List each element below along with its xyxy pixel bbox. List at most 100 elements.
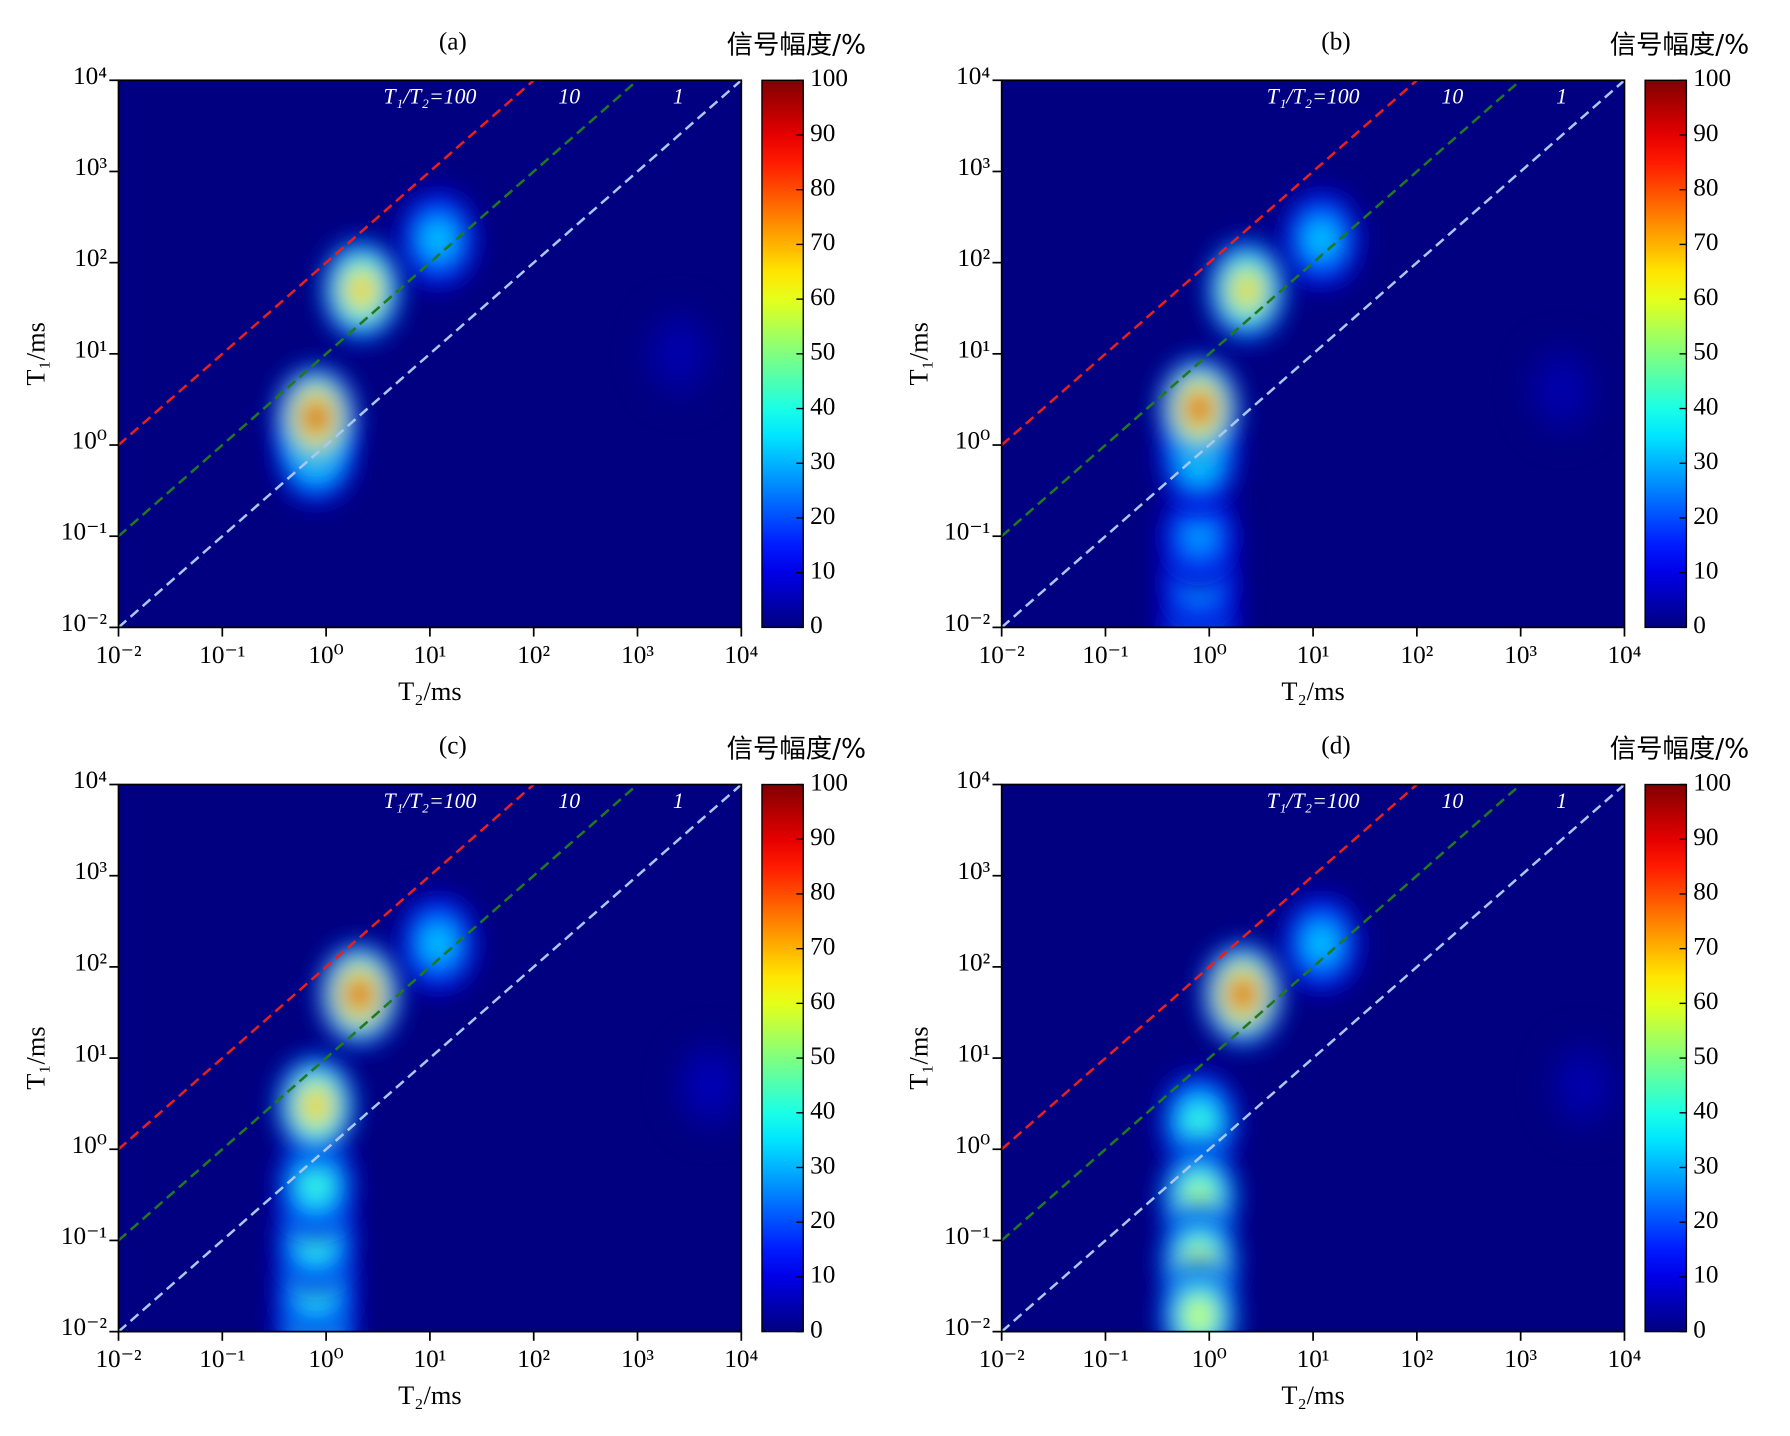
colorbar-tick-label: 70 bbox=[1693, 933, 1718, 960]
x-axis-label: T₂/ms bbox=[1281, 676, 1344, 706]
peak bbox=[1157, 355, 1241, 462]
y-tick-label: 10³ bbox=[957, 154, 990, 181]
y-tick-label: 10² bbox=[74, 245, 107, 272]
panel-title: (b) bbox=[1321, 28, 1350, 55]
panel: (d) T₁/T₂=100 10 1 10⁻² 10⁻¹ 10⁰ 10¹ 10² 10³ 10⁴ 10… bbox=[903, 733, 1749, 1411]
colorbar-tick-label: 50 bbox=[810, 1043, 835, 1070]
plot-area bbox=[118, 784, 742, 1332]
colorbar-tick-label: 10 bbox=[1693, 1262, 1718, 1289]
panel-title: (c) bbox=[439, 733, 467, 760]
colorbar-title: 信号幅度/% bbox=[727, 30, 866, 60]
colorbar-tick-label: 20 bbox=[810, 1207, 835, 1234]
colorbar-tick-label: 100 bbox=[810, 65, 848, 92]
y-tick-label: 10³ bbox=[74, 154, 107, 181]
peak bbox=[1520, 337, 1604, 443]
peak bbox=[274, 1132, 358, 1239]
colorbar-tick-label: 0 bbox=[810, 612, 823, 639]
plot-area bbox=[1001, 80, 1625, 628]
y-tick-label: 10⁻² bbox=[61, 610, 107, 637]
peak bbox=[396, 890, 480, 997]
colorbar-tick-label: 40 bbox=[1693, 1098, 1718, 1125]
colorbar-tick-label: 60 bbox=[1693, 284, 1718, 311]
colorbar-tick-label: 80 bbox=[1693, 879, 1718, 906]
ratio-line bbox=[1001, 784, 1418, 1151]
x-tick-label: 10³ bbox=[621, 1346, 654, 1373]
x-tick-label: 10⁻² bbox=[95, 642, 141, 669]
x-tick-label: 10⁻¹ bbox=[1082, 1346, 1128, 1373]
panel: (b) T₁/T₂=100 10 1 10⁻² 10⁻¹ 10⁰ 10¹ 10² 10³ 10⁴ 10… bbox=[903, 28, 1749, 706]
colorbar-tick-label: 0 bbox=[1693, 612, 1706, 639]
y-tick-label: 10¹ bbox=[957, 1041, 990, 1068]
colorbar-title: 信号幅度/% bbox=[727, 735, 866, 765]
x-tick-label: 10⁰ bbox=[1192, 1346, 1227, 1373]
panel: (c) T₁/T₂=100 10 1 10⁻² 10⁻¹ 10⁰ 10¹ 10² 10³ 10⁴ 10… bbox=[20, 733, 866, 1411]
colorbar-tick-label: 30 bbox=[1693, 448, 1718, 475]
plot-area bbox=[1001, 784, 1625, 1332]
x-tick-label: 10⁰ bbox=[308, 1346, 343, 1373]
y-tick-label: 10⁰ bbox=[72, 428, 107, 455]
peak bbox=[668, 1032, 742, 1139]
ratio-label: T₁/T₂=100 bbox=[384, 789, 477, 813]
ratio-line bbox=[118, 784, 742, 1332]
y-tick-label: 10⁻² bbox=[944, 610, 990, 637]
ratio-line bbox=[1001, 784, 1625, 1332]
ratio-label: T₁/T₂=100 bbox=[384, 85, 477, 109]
y-tick-label: 10¹ bbox=[957, 336, 990, 363]
peak bbox=[1201, 941, 1285, 1048]
colorbar-tick-label: 70 bbox=[810, 229, 835, 256]
peak bbox=[1157, 483, 1241, 589]
colorbar-tick-label: 80 bbox=[810, 175, 835, 202]
x-tick-label: 10¹ bbox=[1297, 1346, 1330, 1373]
y-tick-label: 10⁴ bbox=[73, 63, 107, 90]
x-tick-label: 10² bbox=[517, 1346, 550, 1373]
colorbar-tick-label: 50 bbox=[1693, 1043, 1718, 1070]
ratio-line bbox=[1001, 784, 1522, 1242]
ratio-label: 10 bbox=[558, 789, 580, 813]
x-tick-label: 10¹ bbox=[1297, 642, 1330, 669]
peak bbox=[274, 364, 358, 471]
ratio-line bbox=[118, 784, 535, 1151]
colorbar-tick-label: 0 bbox=[810, 1316, 823, 1343]
colorbar-tick-label: 90 bbox=[810, 120, 835, 147]
x-tick-label: 10¹ bbox=[414, 1346, 447, 1373]
x-tick-label: 10¹ bbox=[414, 642, 447, 669]
x-tick-label: 10² bbox=[1400, 642, 1433, 669]
ratio-line bbox=[1001, 80, 1625, 628]
x-tick-label: 10⁻² bbox=[979, 642, 1025, 669]
y-tick-label: 10⁰ bbox=[955, 1132, 990, 1159]
x-tick-label: 10⁴ bbox=[724, 642, 758, 669]
panel-title: (d) bbox=[1321, 733, 1350, 760]
x-axis-label: T₂/ms bbox=[398, 676, 461, 706]
x-tick-label: 10⁻¹ bbox=[1082, 642, 1128, 669]
x-tick-label: 10³ bbox=[1504, 1346, 1537, 1373]
y-tick-label: 10⁴ bbox=[73, 767, 107, 794]
colorbar-tick-label: 80 bbox=[1693, 175, 1718, 202]
colorbar-tick-label: 70 bbox=[810, 933, 835, 960]
x-tick-label: 10⁴ bbox=[724, 1346, 758, 1373]
peak bbox=[396, 186, 480, 293]
colorbar-tick-label: 40 bbox=[810, 393, 835, 420]
colorbar-tick-label: 90 bbox=[810, 824, 835, 851]
ratio-label: 1 bbox=[1556, 789, 1567, 813]
ratio-label: 1 bbox=[1556, 85, 1567, 109]
colorbar-tick-label: 100 bbox=[810, 769, 848, 796]
y-axis-label: T₁/ms bbox=[903, 1026, 933, 1089]
colorbar-tick-label: 30 bbox=[810, 1152, 835, 1179]
y-tick-label: 10⁻¹ bbox=[944, 519, 990, 546]
colorbar-tick-label: 10 bbox=[810, 557, 835, 584]
y-tick-label: 10¹ bbox=[74, 1041, 107, 1068]
x-axis-label: T₂/ms bbox=[398, 1380, 461, 1410]
y-axis-label: T₁/ms bbox=[20, 1026, 50, 1089]
y-tick-label: 10² bbox=[74, 949, 107, 976]
y-tick-label: 10² bbox=[957, 949, 990, 976]
peak bbox=[1157, 1262, 1241, 1332]
colorbar-tick-label: 90 bbox=[1693, 824, 1718, 851]
colorbar-tick-label: 40 bbox=[1693, 393, 1718, 420]
colorbar-tick-label: 90 bbox=[1693, 120, 1718, 147]
colorbar-tick-label: 60 bbox=[810, 988, 835, 1015]
background bbox=[1001, 784, 1625, 1332]
peak bbox=[1157, 1069, 1241, 1175]
x-tick-label: 10⁴ bbox=[1607, 642, 1641, 669]
ratio-label: 10 bbox=[1442, 85, 1464, 109]
colorbar-tick-label: 20 bbox=[1693, 1207, 1718, 1234]
